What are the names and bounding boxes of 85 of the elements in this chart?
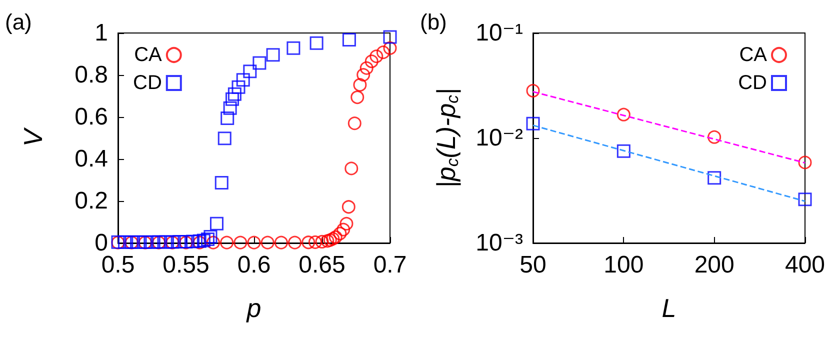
point [132, 235, 146, 249]
point [247, 236, 261, 250]
point [274, 236, 288, 250]
x-tick-label: 400 [784, 252, 826, 278]
legend-label: CA [134, 44, 163, 66]
point [206, 236, 220, 250]
point [526, 84, 540, 98]
point [218, 132, 232, 146]
point [616, 108, 630, 122]
point [616, 144, 630, 158]
chart-title: (a) [5, 10, 32, 34]
point [340, 216, 354, 230]
point [342, 200, 356, 214]
point [308, 235, 322, 249]
point [145, 235, 159, 249]
legend-label: CD [132, 72, 162, 94]
y-tick-label: 0.8 [74, 62, 108, 88]
point [234, 236, 248, 250]
x-tick-label: 200 [694, 252, 734, 278]
point [350, 90, 364, 104]
point [266, 48, 280, 62]
y-axis-title: |pc(L)-pc| [431, 88, 462, 188]
legend-label: CD [738, 72, 767, 94]
x-tick-label: 0.6 [237, 252, 271, 278]
point [353, 78, 367, 92]
point [288, 236, 302, 250]
point [302, 236, 316, 250]
point [708, 171, 722, 185]
x-tick-label: 0.7 [373, 252, 407, 278]
point [326, 232, 340, 246]
point [798, 156, 812, 170]
point [342, 32, 356, 46]
x-tick-label: 0.65 [298, 252, 346, 278]
point [286, 41, 300, 55]
point [708, 130, 722, 144]
point [344, 162, 358, 176]
legend-label: CA [739, 44, 768, 66]
point [204, 230, 218, 244]
x-tick-label: 0.55 [162, 252, 210, 278]
point [320, 234, 334, 248]
point [243, 64, 257, 78]
y-tick-label: 1 [94, 20, 108, 46]
point [333, 226, 347, 240]
y-tick-label: 0.6 [74, 104, 108, 130]
y-tick-label: 0.4 [74, 146, 108, 172]
point [172, 234, 186, 248]
point [252, 56, 266, 70]
point [201, 232, 215, 246]
point [348, 116, 362, 130]
point [526, 116, 540, 130]
point [370, 50, 384, 64]
y-axis-title: V [18, 126, 48, 147]
point [232, 80, 246, 94]
point [214, 176, 228, 190]
point [158, 235, 172, 249]
point [260, 236, 274, 250]
point [236, 73, 250, 87]
point [356, 68, 370, 82]
point [360, 61, 374, 75]
chart-title: (b) [420, 10, 447, 34]
y-tick-label: 10⁻² [476, 124, 524, 152]
y-tick-label: 10⁻¹ [476, 20, 524, 46]
point [376, 46, 390, 60]
point [225, 92, 239, 106]
point [310, 36, 324, 50]
point [210, 216, 224, 230]
y-tick-label: 0.2 [74, 188, 108, 214]
x-axis-title: L [662, 293, 676, 323]
point [336, 222, 350, 236]
point [196, 234, 210, 248]
point [228, 87, 242, 101]
point [315, 234, 329, 248]
point [328, 230, 342, 244]
point [186, 234, 200, 248]
x-axis-title: p [246, 293, 262, 323]
point [383, 41, 397, 55]
point [323, 233, 337, 247]
point [220, 236, 234, 250]
point [118, 235, 132, 249]
point [383, 30, 397, 44]
point [223, 101, 237, 115]
point [798, 192, 812, 206]
x-tick-label: 100 [604, 252, 644, 278]
point [220, 112, 234, 126]
point [364, 54, 378, 68]
